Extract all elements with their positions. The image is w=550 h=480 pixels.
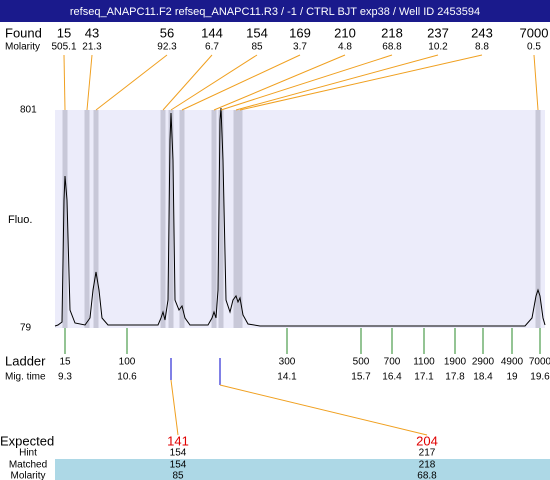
peak-size: 56 <box>160 25 174 40</box>
ladder-size: 2900 <box>472 357 495 368</box>
ladder-time: 18.4 <box>473 372 493 383</box>
molarity-label: Molarity <box>5 42 40 53</box>
mig-time-label: Mig. time <box>5 372 46 383</box>
peak-connector <box>95 54 168 111</box>
peak-molarity: 8.8 <box>475 42 489 53</box>
peak-connector <box>170 54 258 111</box>
ladder-size: 15 <box>59 357 71 368</box>
peak-band <box>535 110 541 328</box>
peak-molarity: 85 <box>251 42 263 53</box>
hint-size: 154 <box>170 448 187 459</box>
peak-size: 154 <box>246 25 268 40</box>
ladder-size: 1900 <box>444 357 467 368</box>
peak-molarity: 3.7 <box>293 42 307 53</box>
expected-label: Expected <box>0 433 54 448</box>
peak-molarity: 21.3 <box>82 42 102 53</box>
found-label: Found <box>5 25 42 40</box>
y-top-label: 801 <box>20 105 37 116</box>
peak-band <box>62 110 68 328</box>
ladder-size: 7000 <box>529 357 550 368</box>
peak-molarity: 0.5 <box>527 42 541 53</box>
ladder-size: 500 <box>353 357 370 368</box>
peak-connector <box>235 54 439 111</box>
peak-connector <box>63 54 66 111</box>
plot-area <box>55 110 545 328</box>
hint-size: 217 <box>419 448 436 459</box>
peak-size: 243 <box>471 25 493 40</box>
peak-connector <box>86 54 93 111</box>
matched-label: Matched <box>9 460 47 471</box>
peak-size: 237 <box>427 25 449 40</box>
ladder-size: 300 <box>279 357 296 368</box>
peak-size: 218 <box>381 25 403 40</box>
matched-molarity: 68.8 <box>417 471 437 480</box>
peak-molarity: 68.8 <box>382 42 402 53</box>
peak-connector <box>533 54 539 111</box>
y-axis-label: Fluo. <box>8 214 32 226</box>
title: refseq_ANAPC11.F2 refseq_ANAPC11.R3 / -1… <box>70 6 480 18</box>
peak-size: 210 <box>334 25 356 40</box>
ladder-time: 10.6 <box>117 372 137 383</box>
matched-size: 154 <box>170 460 187 471</box>
peak-molarity: 505.1 <box>51 42 76 53</box>
peak-connector <box>213 54 346 111</box>
peak-band <box>160 110 166 328</box>
peak-connector <box>239 54 483 111</box>
molarity-row-label: Molarity <box>10 471 45 480</box>
peak-size: 144 <box>201 25 223 40</box>
expected-size: 204 <box>416 433 438 448</box>
peak-molarity: 10.2 <box>428 42 448 53</box>
matched-molarity: 85 <box>172 471 184 480</box>
ladder-time: 9.3 <box>58 372 72 383</box>
peak-band <box>211 110 217 328</box>
title-bar <box>0 0 550 22</box>
peak-molarity: 92.3 <box>157 42 177 53</box>
connector <box>219 384 428 436</box>
peak-band <box>237 110 243 328</box>
ladder-size: 4900 <box>501 357 524 368</box>
peak-connector <box>220 54 393 111</box>
ladder-time: 19 <box>506 372 518 383</box>
peak-size: 43 <box>85 25 99 40</box>
peak-size: 7000 <box>520 25 549 40</box>
peak-connector <box>181 54 301 111</box>
ladder-size: 1100 <box>413 357 435 368</box>
ladder-size: 700 <box>384 357 401 368</box>
ladder-time: 15.7 <box>351 372 371 383</box>
peak-molarity: 4.8 <box>338 42 352 53</box>
matched-size: 218 <box>419 460 436 471</box>
connector <box>170 379 179 436</box>
ladder-time: 16.4 <box>382 372 402 383</box>
hint-label: Hint <box>19 448 37 459</box>
ladder-time: 19.6 <box>530 372 550 383</box>
peak-band <box>233 110 239 328</box>
peak-size: 169 <box>289 25 311 40</box>
peak-band <box>179 110 185 328</box>
ladder-size: 100 <box>119 357 136 368</box>
y-bottom-label: 79 <box>20 323 32 334</box>
matched-band <box>55 459 550 480</box>
ladder-label: Ladder <box>5 353 46 368</box>
expected-size: 141 <box>167 433 189 448</box>
peak-band <box>84 110 90 328</box>
peak-band <box>168 110 174 328</box>
ladder-time: 17.8 <box>445 372 465 383</box>
peak-band <box>93 110 99 328</box>
peak-band <box>218 110 224 328</box>
peak-molarity: 6.7 <box>205 42 219 53</box>
trace <box>54 107 546 327</box>
peak-connector <box>162 54 213 111</box>
peak-size: 15 <box>57 25 71 40</box>
ladder-time: 14.1 <box>277 372 297 383</box>
ladder-time: 17.1 <box>414 372 434 383</box>
